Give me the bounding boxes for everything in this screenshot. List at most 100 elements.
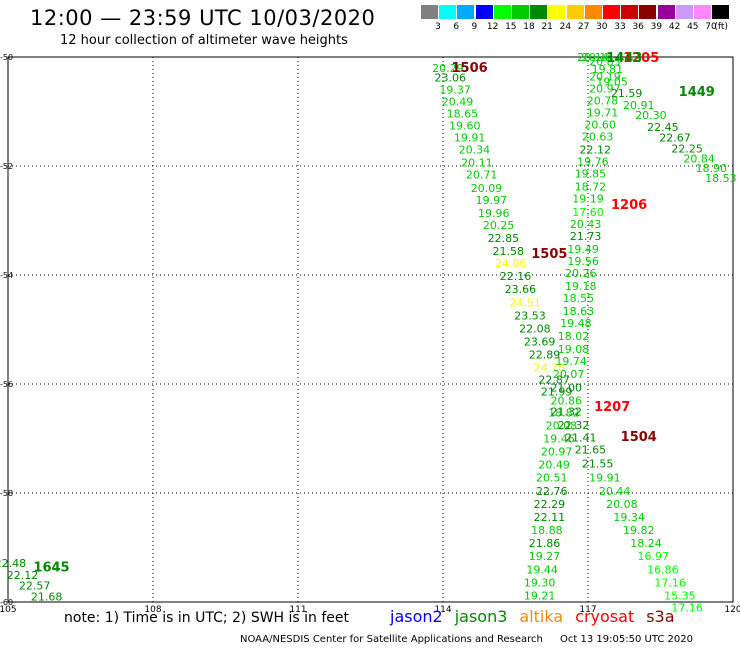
legend-swatch (603, 5, 620, 19)
satellite-name: cryosat (575, 607, 635, 626)
swh-value: 19.76 (577, 156, 609, 169)
swh-value: 19.56 (567, 255, 599, 268)
swh-value: 20.97 (589, 83, 621, 96)
swh-value: 22.32 (558, 419, 590, 432)
legend-label: 33 (614, 22, 626, 32)
swh-value: 19.91 (454, 132, 486, 145)
legend-swatch (421, 5, 438, 19)
swh-value: 21.00 (551, 381, 583, 394)
swh-value: 19.91 (589, 472, 621, 485)
swh-value: 18.63 (563, 305, 595, 318)
swh-value: 20.25 (483, 219, 515, 232)
swh-value: 22.48 (0, 557, 26, 570)
chart-subtitle: 12 hour collection of altimeter wave hei… (60, 33, 348, 48)
x-tick-label: 120 (724, 605, 740, 615)
swh-value: 19.08 (558, 343, 590, 356)
legend-swatch (675, 5, 693, 19)
satellite-name: s3a (646, 607, 675, 626)
swh-value: 20.60 (584, 119, 616, 132)
swh-value: 15.35 (664, 589, 696, 602)
swh-value: 20.51 (536, 472, 568, 485)
swh-value: 20.63 (582, 131, 614, 144)
swh-value: 19.18 (565, 280, 597, 293)
swh-value: 21.58 (493, 245, 525, 258)
swh-value: 20.14 (577, 51, 609, 64)
axis-tick-labels: 105 108 111 114 117 120 -50 -52 -54 -56 -58 -60 (0, 53, 740, 615)
legend-swatch (475, 5, 493, 19)
swh-value: 22.85 (488, 232, 520, 245)
pass-time-label: 1206 (611, 198, 647, 213)
footnote: note: 1) Time is in UTC; 2) SWH is in fe… (64, 610, 350, 626)
y-tick-label: -56 (0, 380, 13, 389)
legend-label: 3 (435, 22, 441, 32)
x-tick-label: 111 (289, 605, 306, 615)
swh-value: 19.96 (478, 207, 510, 220)
swh-value: 20.43 (570, 218, 602, 231)
swh-value: 19.37 (439, 84, 471, 97)
pass-time-label: 1443 (606, 51, 642, 66)
legend-label: 36 (632, 22, 644, 32)
pass-time-label: 1207 (594, 400, 630, 415)
swh-value: 17.16 (671, 601, 703, 614)
pass-time-label: 1205 (623, 51, 659, 66)
legend-swatch (512, 5, 529, 19)
swh-value: 16.97 (638, 550, 670, 563)
swh-value: 24.06 (495, 257, 527, 270)
swh-value: 21.32 (551, 405, 583, 418)
legend-label: 24 (559, 22, 572, 32)
legend-swatch (493, 5, 511, 19)
swh-value: 19.46 (543, 433, 575, 446)
swh-value: 21.86 (529, 537, 561, 550)
swh-value: 21.68 (31, 591, 63, 604)
swh-value: 20.86 (551, 394, 583, 407)
swh-value: 19.44 (526, 563, 558, 576)
legend-swatch (712, 5, 730, 19)
swh-value: 22.29 (534, 498, 566, 511)
y-tick-label: -60 (0, 598, 13, 607)
swh-value: 21.59 (611, 87, 643, 100)
swh-value: 20.49 (538, 459, 570, 472)
x-tick-label: 117 (579, 605, 596, 615)
legend-label: 9 (471, 22, 478, 32)
data-points: 20.2923.0619.3720.4918.6519.6019.9120.34… (0, 51, 737, 614)
swh-value: 18.65 (447, 108, 479, 121)
pass-time-label: 1506 (451, 61, 487, 76)
legend-label: 45 (687, 22, 699, 32)
swh-value: 22.89 (529, 349, 561, 362)
swh-value: 21.99 (541, 386, 573, 399)
legend-swatch (621, 5, 639, 19)
swh-value: 23.69 (524, 335, 556, 348)
x-tick-label: 114 (434, 605, 451, 615)
swh-value: 19.74 (555, 355, 587, 368)
x-tick-label: 108 (144, 605, 161, 615)
swh-value: 17.16 (654, 576, 686, 589)
swh-value: 19.21 (524, 589, 556, 602)
swh-value: 20.19 (589, 71, 621, 84)
swh-value: 20.08 (546, 419, 578, 432)
swh-value: 20.08 (606, 498, 638, 511)
credit-text: NOAA/NESDIS Center for Satellite Applica… (240, 634, 543, 645)
swh-value: 19.34 (613, 511, 645, 524)
swh-value: 22.57 (19, 580, 51, 593)
x-tick-label: 105 (0, 605, 17, 615)
color-legend: 3 6 9 12 15 18 21 24 27 30 33 36 39 42 45 70 (ft) (421, 5, 740, 35)
swh-value: 24.51 (509, 296, 541, 309)
swh-value: 22.12 (7, 569, 39, 582)
swh-value: 21.73 (570, 230, 602, 243)
satellite-legend: jason2 jason3 altika cryosat s3a (390, 607, 687, 626)
y-tick-label: -54 (0, 271, 13, 280)
swh-value: 20.34 (459, 144, 491, 157)
swh-value: 19.85 (575, 168, 607, 181)
pass-time-label: 1449 (679, 85, 715, 100)
swh-value: 20.29 (432, 62, 464, 75)
swh-value: 18.53 (705, 172, 737, 185)
swh-value: 19.97 (476, 194, 508, 207)
legend-swatch (584, 5, 602, 19)
credit-footer: NOAA/NESDIS Center for Satellite Applica… (240, 634, 707, 645)
legend-swatch (530, 5, 548, 19)
swh-value: 23.66 (505, 283, 537, 296)
swh-value: 20.11 (461, 157, 493, 170)
legend-label: 27 (577, 22, 590, 32)
swh-value: 20.91 (623, 99, 655, 112)
swh-value: 20.09 (471, 182, 503, 195)
